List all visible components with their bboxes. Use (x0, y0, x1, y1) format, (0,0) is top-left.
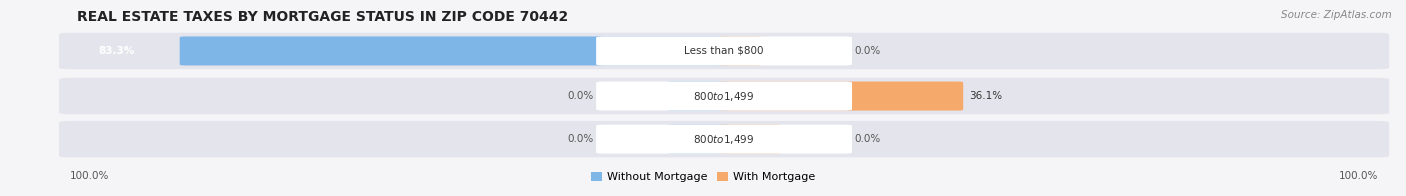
Text: REAL ESTATE TAXES BY MORTGAGE STATUS IN ZIP CODE 70442: REAL ESTATE TAXES BY MORTGAGE STATUS IN … (77, 10, 568, 24)
Text: 100.0%: 100.0% (70, 171, 110, 181)
Text: Source: ZipAtlas.com: Source: ZipAtlas.com (1281, 10, 1392, 20)
FancyBboxPatch shape (59, 121, 1389, 157)
Text: Less than $800: Less than $800 (685, 46, 763, 56)
FancyBboxPatch shape (666, 82, 730, 111)
Text: 100.0%: 100.0% (1339, 171, 1378, 181)
Text: 0.0%: 0.0% (567, 91, 593, 101)
Text: 83.3%: 83.3% (98, 46, 135, 56)
FancyBboxPatch shape (59, 78, 1389, 114)
FancyBboxPatch shape (718, 125, 782, 154)
FancyBboxPatch shape (596, 36, 852, 65)
Text: 36.1%: 36.1% (969, 91, 1002, 101)
FancyBboxPatch shape (59, 33, 1389, 69)
Text: $800 to $1,499: $800 to $1,499 (693, 133, 755, 146)
FancyBboxPatch shape (596, 82, 852, 111)
Text: 0.0%: 0.0% (855, 134, 882, 144)
FancyBboxPatch shape (718, 82, 963, 111)
Text: $800 to $1,499: $800 to $1,499 (693, 90, 755, 103)
Legend: Without Mortgage, With Mortgage: Without Mortgage, With Mortgage (586, 167, 820, 187)
FancyBboxPatch shape (596, 125, 852, 154)
FancyBboxPatch shape (718, 36, 762, 65)
Text: 0.0%: 0.0% (567, 134, 593, 144)
Text: 0.0%: 0.0% (855, 46, 882, 56)
FancyBboxPatch shape (180, 36, 730, 65)
FancyBboxPatch shape (666, 125, 730, 154)
